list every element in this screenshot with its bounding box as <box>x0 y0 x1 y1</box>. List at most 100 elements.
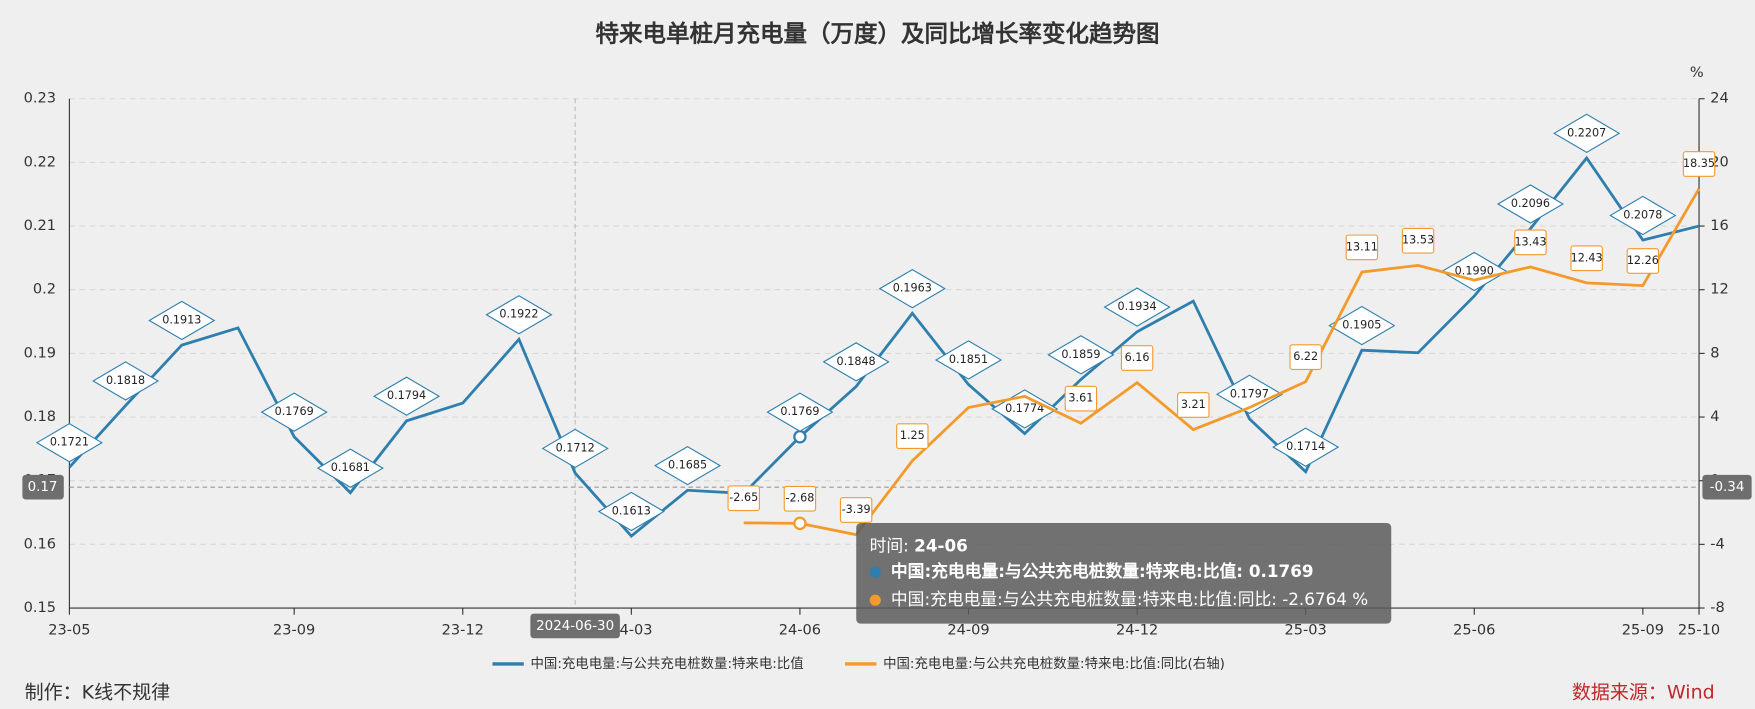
x-tick-label: 23-05 <box>48 621 90 638</box>
label-diamond <box>822 342 890 382</box>
y2-tick-label: 4 <box>1710 408 1719 425</box>
y-tick-label: 0.16 <box>24 535 56 552</box>
data-label: 0.2096 <box>1511 197 1550 210</box>
data-label: 12.26 <box>1627 254 1659 267</box>
label-diamond <box>653 445 722 486</box>
data-label: 0.1818 <box>106 374 145 387</box>
data-label: 3.61 <box>1068 392 1093 405</box>
y2-unit: % <box>1690 64 1704 81</box>
label-diamond <box>92 361 160 401</box>
crosshair-y-box <box>22 474 64 500</box>
y2-tick-label: -8 <box>1710 599 1725 616</box>
label-diamond <box>1103 287 1171 327</box>
data-label: 1.25 <box>900 429 925 442</box>
tooltip-title-value: 24-06 <box>914 535 968 555</box>
crosshair-y2-label: -0.34 <box>1710 480 1745 495</box>
label-diamond <box>148 300 216 341</box>
x-tick-label: 25-06 <box>1453 621 1495 638</box>
label-box <box>1570 245 1603 272</box>
label-diamond <box>597 491 665 532</box>
y-tick-label: 0.19 <box>24 344 56 361</box>
label-box <box>1626 248 1660 274</box>
data-label: 0.1990 <box>1455 264 1494 277</box>
x-tick-label: 24-06 <box>779 621 821 638</box>
y-tick-label: 0.18 <box>24 408 56 425</box>
y-tick-label: 0.2 <box>33 281 56 298</box>
legend-label: 中国:充电电量:与公共充电桩数量:特来电:比值:同比(右轴) <box>883 656 1225 672</box>
crosshair-y-label: 0.17 <box>28 480 58 495</box>
x-tick-label: 25-10 <box>1678 621 1720 638</box>
label-box <box>1401 227 1435 254</box>
label-box <box>1514 229 1547 256</box>
y-tick-label: 0.22 <box>24 153 56 170</box>
series-line <box>743 187 1701 537</box>
label-box <box>1289 344 1322 370</box>
label-diamond <box>1047 335 1115 375</box>
data-label: 0.1963 <box>893 282 932 295</box>
data-label: 0.1851 <box>949 353 988 366</box>
x-tick-label: 24-09 <box>947 621 989 638</box>
y-tick-label: 0.21 <box>24 217 56 234</box>
data-label: -2.68 <box>785 492 814 505</box>
data-label: 0.1905 <box>1342 319 1381 332</box>
tooltip-box <box>856 522 1392 624</box>
label-diamond <box>934 340 1003 380</box>
data-label: 0.1922 <box>499 308 538 321</box>
crosshair-y2-box <box>1702 474 1752 500</box>
data-label: 0.1794 <box>387 389 426 402</box>
x-tick-label: 25-03 <box>1285 621 1327 638</box>
data-label: 0.2078 <box>1623 208 1662 221</box>
data-label: 0.1774 <box>1005 402 1044 415</box>
y2-tick-label: 8 <box>1710 344 1719 361</box>
hover-marker <box>793 516 807 531</box>
data-label: 12.43 <box>1571 251 1603 264</box>
label-diamond <box>541 428 609 469</box>
label-diamond <box>260 392 328 432</box>
data-label: 0.1769 <box>780 405 819 418</box>
tooltip-title-key: 时间: <box>870 535 915 555</box>
series-line <box>68 155 1700 539</box>
x-tick-label: 24-03 <box>610 621 652 638</box>
tooltip-title: 时间: 24-06 <box>870 535 968 555</box>
crosshair-x-label: 2024-06-30 <box>536 619 614 634</box>
label-diamond <box>878 268 946 309</box>
tooltip-dot <box>869 594 881 606</box>
label-box <box>1345 234 1379 261</box>
label-box <box>783 485 817 512</box>
data-label: 0.1859 <box>1061 348 1100 361</box>
footer-left: 制作：K线不规律 <box>25 682 171 704</box>
data-label: 0.1681 <box>331 461 370 474</box>
y2-tick-label: 12 <box>1710 281 1729 298</box>
x-tick-label: 23-12 <box>442 621 484 638</box>
tooltip-line: 中国:充电电量:与公共充电桩数量:特来电:比值: 0.1769 <box>891 561 1314 581</box>
data-label: 18.35 <box>1683 157 1715 170</box>
label-diamond <box>766 392 834 432</box>
footer-right: 数据来源：Wind <box>1572 682 1715 704</box>
x-tick-label: 25-09 <box>1622 621 1664 638</box>
crosshair-x-box <box>530 613 620 639</box>
label-box <box>1682 151 1716 177</box>
data-label: 13.53 <box>1402 234 1434 247</box>
label-diamond <box>316 448 384 488</box>
data-label: 6.22 <box>1293 350 1318 363</box>
chart-title: 特来电单桩月充电量（万度）及同比增长率变化趋势图 <box>596 19 1160 47</box>
data-label: 0.1797 <box>1230 387 1269 400</box>
data-label: 13.43 <box>1514 235 1546 248</box>
label-diamond <box>1272 427 1340 467</box>
label-diamond <box>1328 305 1396 346</box>
y2-tick-label: 16 <box>1710 217 1729 234</box>
label-box <box>839 497 873 523</box>
data-label: 0.1714 <box>1286 440 1325 453</box>
data-label: 13.11 <box>1346 240 1378 253</box>
label-box <box>896 423 929 450</box>
label-diamond <box>372 376 441 416</box>
data-label: 0.1934 <box>1118 300 1157 313</box>
data-label: -3.39 <box>842 503 871 516</box>
label-box <box>727 485 760 512</box>
y-tick-label: 0.15 <box>24 599 56 616</box>
data-label: 0.1848 <box>837 355 876 368</box>
legend-label: 中国:充电电量:与公共充电桩数量:特来电:比值 <box>531 656 804 672</box>
label-box <box>1120 345 1154 371</box>
